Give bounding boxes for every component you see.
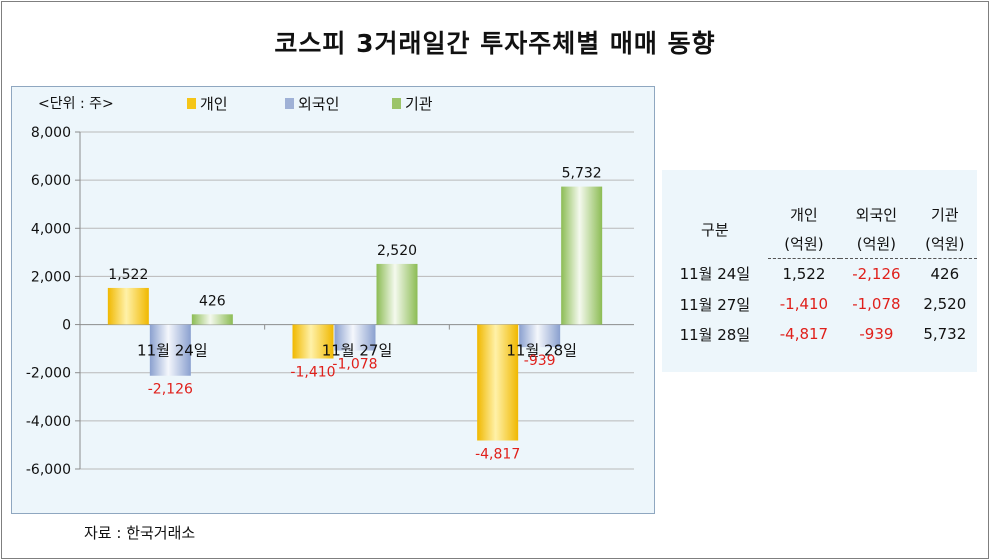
data-label: -2,126 <box>148 382 193 398</box>
y-tick-label: -4,000 <box>26 414 71 430</box>
y-tick-label: -6,000 <box>26 462 71 478</box>
bar-institution <box>561 186 603 325</box>
x-category-label: 11월 27일 <box>322 342 393 360</box>
table-cell-foreign: -1,078 <box>852 295 901 313</box>
table-cell-date: 11월 24일 <box>679 265 751 284</box>
table-cell-foreign: -939 <box>859 325 894 343</box>
y-tick-label: 4,000 <box>31 221 71 237</box>
grid-lines <box>80 131 634 470</box>
header-foreign: 외국인 <box>855 206 898 224</box>
legend-swatch <box>187 98 196 109</box>
unit-label: <단위 : 주> <box>38 96 114 112</box>
page-title: 코스피 3거래일간 투자주체별 매매 동향 <box>274 29 716 58</box>
bars <box>107 186 603 441</box>
table-row: 11월 27일 -1,410 -1,078 2,520 <box>662 289 977 319</box>
chart-container: <단위 : 주> 개인 외국인 기관 8,000 6,000 4,000 2,000 0 -2… <box>11 86 655 514</box>
header-individual: 개인 <box>790 206 818 224</box>
table-cell-foreign: -2,126 <box>852 265 901 283</box>
data-label: -1,078 <box>332 357 377 373</box>
table-cell-institution: 426 <box>930 265 960 283</box>
data-labels: 1,522 -2,126 426 -1,410-1,078 2,520 -4,817 -93… <box>108 166 601 463</box>
data-label: 1,522 <box>108 267 148 283</box>
y-tick-label: 2,000 <box>31 269 71 285</box>
data-label: 426 <box>199 293 226 309</box>
bar-individual <box>107 287 149 325</box>
bar-foreign <box>149 324 191 376</box>
bar-individual <box>292 324 334 359</box>
bar-institution <box>191 314 233 325</box>
table-header-row: 구분 개인 외국인 기관 <box>662 200 977 239</box>
table-cell-date: 11월 27일 <box>679 295 751 314</box>
x-category-label: 11월 24일 <box>137 342 208 360</box>
bar-institution <box>376 263 418 325</box>
table-cell-individual: -1,410 <box>779 295 829 313</box>
header-institution: 기관 <box>931 206 959 224</box>
table-cell-individual: -4,817 <box>779 325 829 343</box>
header-category: 구분 <box>701 220 729 239</box>
x-category-label: 11월 28일 <box>506 342 577 360</box>
data-label: 2,520 <box>377 243 417 259</box>
table-cell-institution: 2,520 <box>923 295 967 313</box>
header-institution-unit: (억원) <box>912 229 977 259</box>
y-tick-label: -2,000 <box>26 366 71 382</box>
table-cell-individual: 1,522 <box>782 265 826 283</box>
legend-label: 외국인 <box>298 95 339 113</box>
data-label: -4,817 <box>475 447 520 463</box>
table-row: 11월 24일 1,522 -2,126 426 <box>662 259 977 290</box>
table-header-unit-row: (억원) (억원) (억원) <box>662 229 977 259</box>
bar-foreign <box>334 324 376 351</box>
y-tick-label: 0 <box>62 318 71 334</box>
table-row: 11월 28일 -4,817 -939 5,732 <box>662 319 977 349</box>
legend: 개인 외국인 기관 <box>187 95 433 113</box>
summary-table-panel: 구분 개인 외국인 기관 (억원) (억원) (억원) 11월 24일 1,52… <box>662 170 977 372</box>
header-individual-unit: (억원) <box>767 229 841 259</box>
y-tick-label: 6,000 <box>31 173 71 189</box>
data-label: -1,410 <box>290 365 335 381</box>
bar-foreign <box>519 324 561 348</box>
x-axis-labels: 11월 24일 11월 27일 11월 28일 <box>137 342 577 360</box>
legend-label: 개인 <box>200 95 228 113</box>
bar-chart: <단위 : 주> 개인 외국인 기관 8,000 6,000 4,000 2,000 0 -2… <box>26 95 634 478</box>
table-cell-institution: 5,732 <box>923 325 967 343</box>
legend-label: 기관 <box>405 95 433 113</box>
summary-table: 구분 개인 외국인 기관 (억원) (억원) (억원) 11월 24일 1,52… <box>662 200 977 349</box>
header-foreign-unit: (억원) <box>840 229 913 259</box>
source-note: 자료 : 한국거래소 <box>84 524 196 542</box>
legend-swatch <box>392 98 401 109</box>
data-label: -939 <box>524 353 556 369</box>
y-tick-label: 8,000 <box>31 125 71 141</box>
data-label: 5,732 <box>562 166 602 182</box>
legend-swatch <box>285 98 294 109</box>
table-cell-date: 11월 28일 <box>679 325 751 344</box>
bar-individual <box>477 324 519 441</box>
y-axis: 8,000 6,000 4,000 2,000 0 -2,000 -4,000 -6,000 <box>26 125 450 478</box>
